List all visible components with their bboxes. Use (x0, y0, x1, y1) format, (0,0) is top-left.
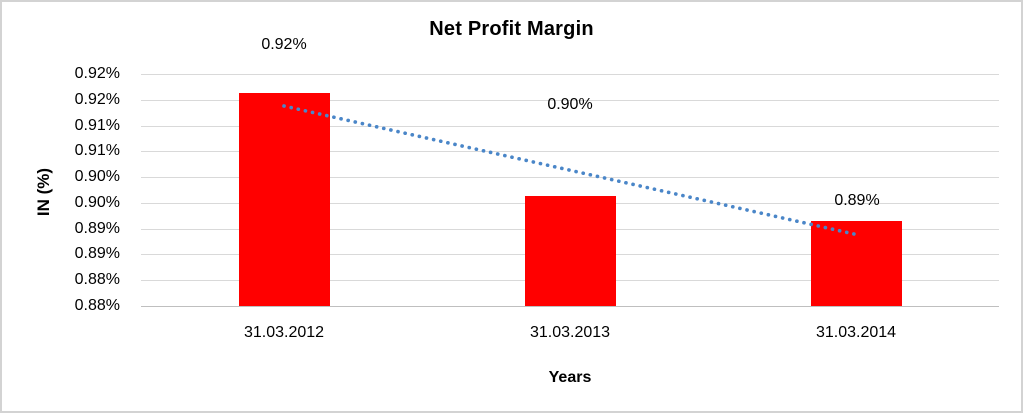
y-tick-label: 0.89% (74, 219, 120, 237)
bar-value-label: 0.90% (547, 96, 593, 113)
bar-value-label: 0.89% (834, 192, 880, 209)
y-tick-label: 0.90% (74, 168, 120, 186)
y-tick-label: 0.91% (74, 142, 120, 160)
bar-31.03.2012 (238, 93, 330, 306)
trendline (282, 104, 856, 236)
bar-31.03.2014 (810, 220, 902, 306)
bar-31.03.2013 (524, 196, 616, 306)
y-tick-label: 0.92% (74, 90, 120, 108)
y-tick-label: 0.91% (74, 116, 120, 134)
x-tick-label: 31.03.2013 (529, 324, 611, 341)
bar-value-label: 0.92% (261, 36, 307, 53)
y-tick-label: 0.90% (74, 193, 120, 211)
x-axis-title: Years (548, 369, 592, 386)
x-tick-label: 31.03.2014 (815, 324, 897, 341)
y-tick-label: 0.88% (74, 271, 120, 289)
chart-title: Net Profit Margin (429, 18, 594, 40)
gridline (141, 125, 999, 127)
x-axis-line (141, 306, 999, 307)
x-tick-label: 31.03.2012 (243, 324, 325, 341)
gridline (141, 151, 999, 153)
y-axis-title: IN (%) (34, 167, 53, 217)
gridline (141, 99, 999, 101)
gridline (141, 74, 999, 75)
y-tick-label: 0.88% (74, 297, 120, 314)
trendline-dotted-segment (282, 104, 856, 236)
plot-area (141, 74, 999, 307)
y-tick-label: 0.89% (74, 245, 120, 263)
y-tick-label: 0.92% (74, 65, 120, 82)
gridline (141, 177, 999, 179)
